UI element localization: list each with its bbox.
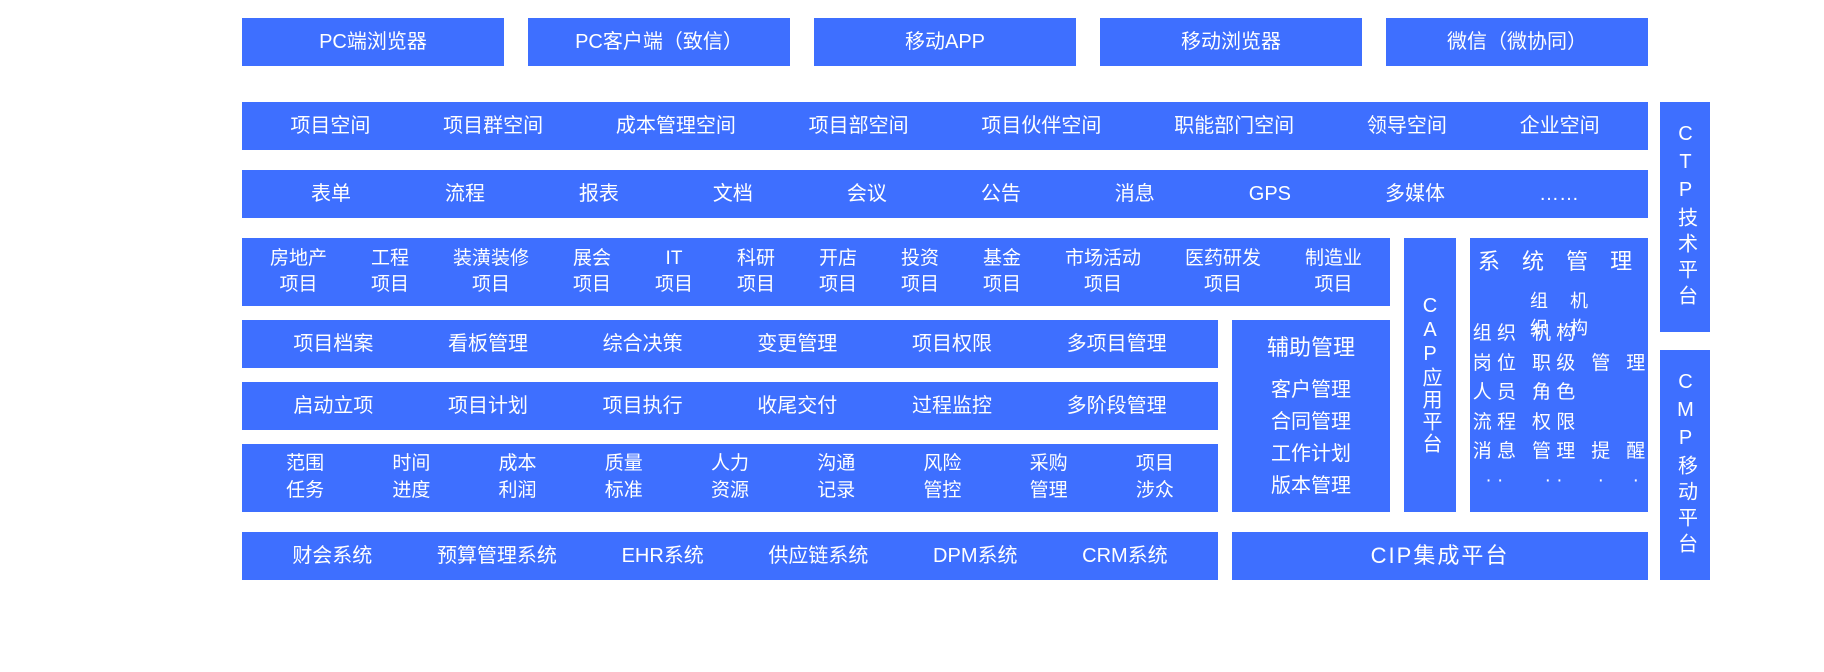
pm-item: 多项目管理: [1067, 332, 1167, 357]
target-item: 项目涉众: [1136, 451, 1174, 504]
ext-item: 预算管理系统: [437, 544, 557, 569]
core-region: 房地产项目 工程项目 装潢装修项目 展会项目 IT项目 科研项目 开店项目 投资…: [242, 238, 1648, 512]
industry-row: 房地产项目 工程项目 装潢装修项目 展会项目 IT项目 科研项目 开店项目 投资…: [242, 238, 1390, 306]
collab-row: 表单 流程 报表 文档 会议 公告 消息 GPS 多媒体 ……: [242, 170, 1648, 218]
aux-item: 版本管理: [1271, 470, 1351, 502]
portal-item: 成本管理空间: [616, 114, 736, 139]
portal-item: 领导空间: [1367, 114, 1447, 139]
industry-item: 基金项目: [983, 246, 1021, 297]
portal-item: 项目群空间: [443, 114, 543, 139]
collab-item: 报表: [579, 182, 619, 207]
industry-item: 医药研发项目: [1185, 246, 1261, 297]
right-rail: CTP技术平台 CMP移动平台: [1660, 102, 1710, 580]
ext-item: 供应链系统: [768, 544, 868, 569]
cap-platform-box: CAP应用平台: [1404, 238, 1456, 512]
collab-item: 文档: [713, 182, 753, 207]
proc-item: 项目执行: [603, 394, 683, 419]
collab-item: 多媒体: [1385, 182, 1445, 207]
aux-title: 辅助管理: [1267, 330, 1355, 365]
access-mobile-browser: 移动浏览器: [1100, 18, 1362, 66]
external-systems-row: 财会系统 预算管理系统 EHR系统 供应链系统 DPM系统 CRM系统: [242, 532, 1218, 580]
cmp-platform-box: CMP移动平台: [1660, 350, 1710, 580]
process-row: 启动立项 项目计划 项目执行 收尾交付 过程监控 多阶段管理: [242, 382, 1218, 430]
target-item: 成本利润: [499, 451, 537, 504]
industry-item: IT项目: [655, 246, 693, 297]
collab-item: GPS: [1249, 182, 1291, 207]
cip-platform-box: CIP集成平台: [1232, 532, 1648, 580]
sys-title: 系 统 管 理: [1478, 248, 1640, 276]
access-pc-browser: PC端浏览器: [242, 18, 504, 66]
portal-item: 企业空间: [1520, 114, 1600, 139]
portal-item: 职能部门空间: [1174, 114, 1294, 139]
industry-item: 展会项目: [573, 246, 611, 297]
proc-item: 收尾交付: [757, 394, 837, 419]
aux-item: 合同管理: [1271, 406, 1351, 438]
pm-item: 看板管理: [448, 332, 528, 357]
ext-item: DPM系统: [933, 544, 1017, 569]
industry-item: 房地产项目: [270, 246, 327, 297]
target-item: 采购管理: [1030, 451, 1068, 504]
target-item: 人力资源: [711, 451, 749, 504]
ext-item: 财会系统: [292, 544, 372, 569]
portal-row: 项目空间 项目群空间 成本管理空间 项目部空间 项目伙伴空间 职能部门空间 领导…: [242, 102, 1648, 150]
aux-mgmt-box: 辅助管理 客户管理 合同管理 工作计划 版本管理: [1232, 320, 1390, 512]
system-mgmt-box: 系 统 管 理 组织 机构 组 织 岗 位 人 员 流 程: [1470, 238, 1648, 512]
external-row-wrap: 财会系统 预算管理系统 EHR系统 供应链系统 DPM系统 CRM系统 CIP集…: [242, 532, 1648, 580]
collab-item: 会议: [847, 182, 887, 207]
collab-item: 流程: [445, 182, 485, 207]
collab-item: ……: [1539, 182, 1579, 207]
proc-item: 项目计划: [448, 394, 528, 419]
proc-item: 过程监控: [912, 394, 992, 419]
cap-text: CAP应用平台: [1415, 295, 1445, 455]
ctp-platform-box: CTP技术平台: [1660, 102, 1710, 332]
target-item: 风险管控: [923, 451, 961, 504]
pm-item: 变更管理: [757, 332, 837, 357]
proc-item: 启动立项: [293, 394, 373, 419]
collab-item: 公告: [981, 182, 1021, 207]
pm-item: 项目权限: [912, 332, 992, 357]
main-column: PC端浏览器 PC客户端（致信） 移动APP 移动浏览器 微信（微协同） 项目空…: [242, 18, 1648, 580]
access-row: PC端浏览器 PC客户端（致信） 移动APP 移动浏览器 微信（微协同）: [242, 18, 1648, 66]
collab-item: 表单: [311, 182, 351, 207]
industry-item: 投资项目: [901, 246, 939, 297]
industry-item: 工程项目: [371, 246, 409, 297]
target-row: 范围任务 时间进度 成本利润 质量标准 人力资源 沟通记录 风险管控 采购管理 …: [242, 444, 1218, 512]
portal-item: 项目伙伴空间: [981, 114, 1101, 139]
target-item: 时间进度: [392, 451, 430, 504]
proc-item: 多阶段管理: [1067, 394, 1167, 419]
architecture-diagram: 访问 门户 协同 行业 项目 过程 目标 异构 PC端浏览器 PC客户端（致信）…: [120, 18, 1710, 580]
industry-item: 市场活动项目: [1065, 246, 1141, 297]
target-item: 沟通记录: [817, 451, 855, 504]
portal-item: 项目空间: [290, 114, 370, 139]
access-wechat: 微信（微协同）: [1386, 18, 1648, 66]
industry-item: 开店项目: [819, 246, 857, 297]
label-mask: [150, 0, 210, 672]
aux-item: 客户管理: [1271, 374, 1351, 406]
pm-item: 项目档案: [293, 332, 373, 357]
industry-item: 制造业项目: [1305, 246, 1362, 297]
collab-item: 消息: [1115, 182, 1155, 207]
ext-item: CRM系统: [1082, 544, 1168, 569]
aux-item: 工作计划: [1271, 438, 1351, 470]
ext-item: EHR系统: [622, 544, 704, 569]
target-item: 范围任务: [286, 451, 324, 504]
target-item: 质量标准: [605, 451, 643, 504]
industry-item: 装潢装修项目: [453, 246, 529, 297]
pm-item: 综合决策: [603, 332, 683, 357]
project-mgmt-row: 项目档案 看板管理 综合决策 变更管理 项目权限 多项目管理: [242, 320, 1218, 368]
portal-item: 项目部空间: [809, 114, 909, 139]
access-pc-client: PC客户端（致信）: [528, 18, 790, 66]
industry-item: 科研项目: [737, 246, 775, 297]
access-mobile-app: 移动APP: [814, 18, 1076, 66]
